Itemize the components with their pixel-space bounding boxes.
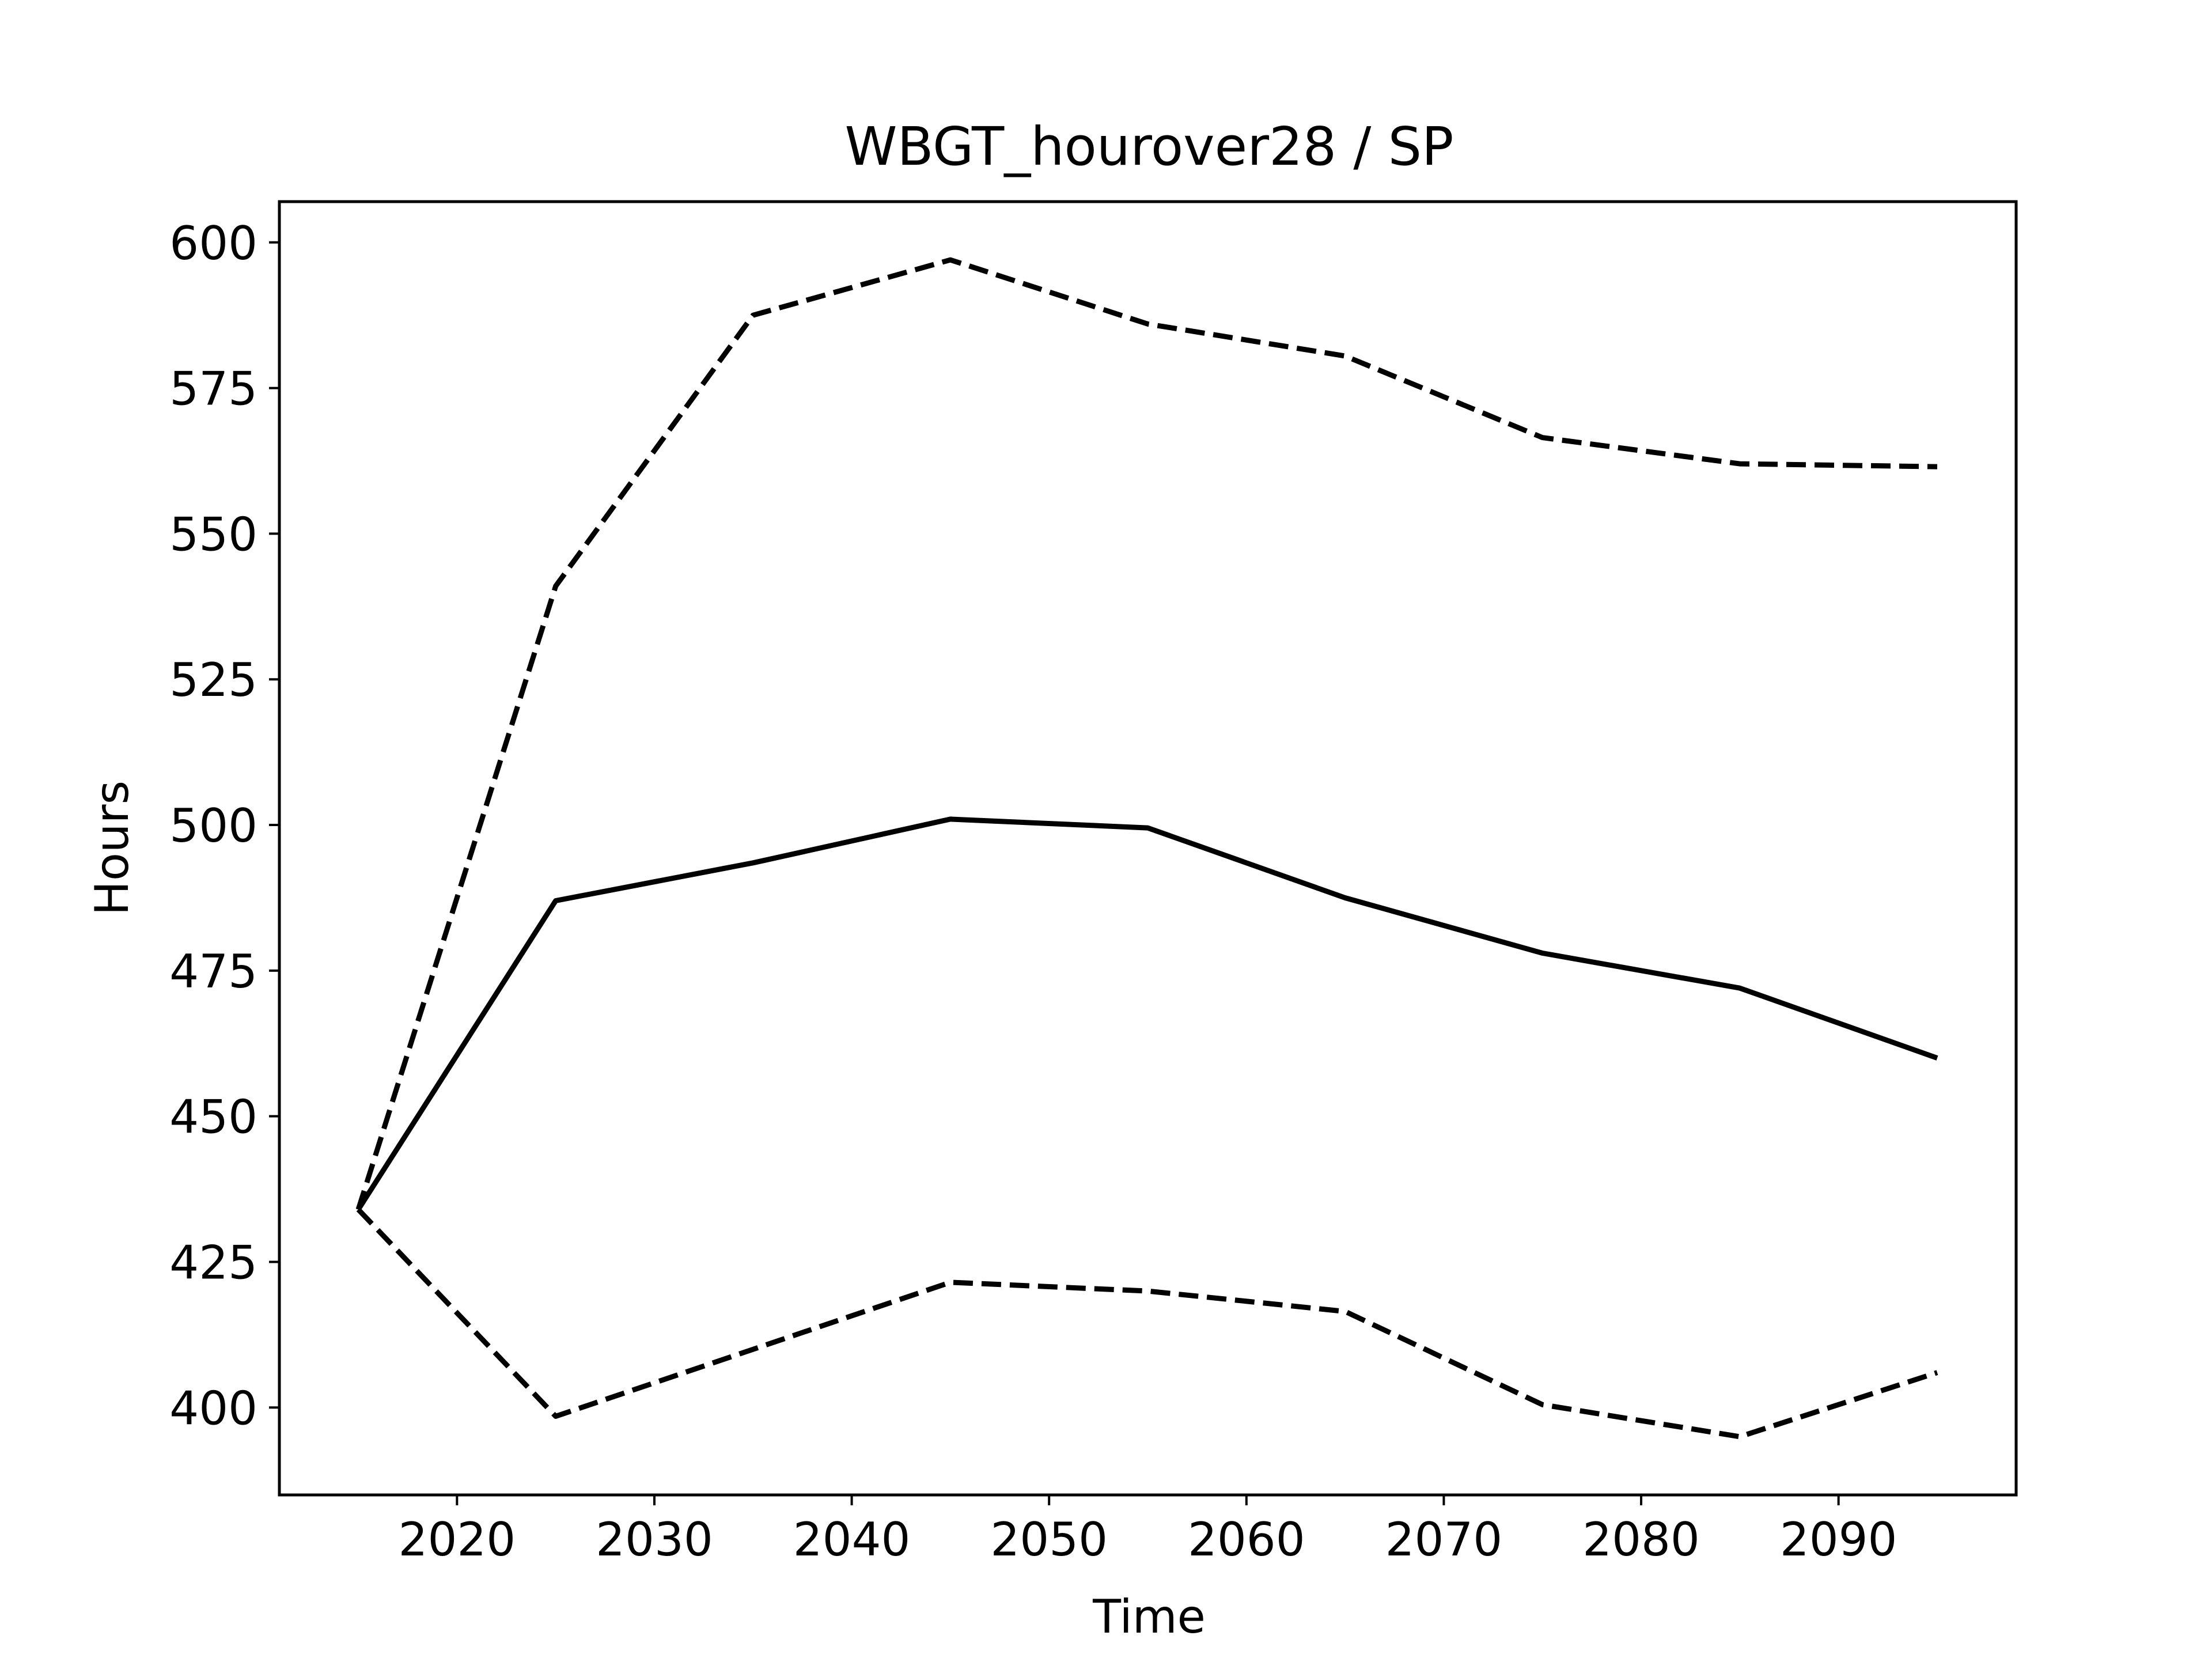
x-tick-label: 2040 <box>793 1513 911 1566</box>
y-tick-label: 425 <box>169 1236 257 1289</box>
y-tick-label: 525 <box>169 653 257 707</box>
y-tick-label: 450 <box>169 1091 257 1144</box>
x-tick-label: 2080 <box>1582 1513 1700 1566</box>
x-tick-label: 2060 <box>1188 1513 1305 1566</box>
chart-title: WBGT_hourover28 / SP <box>845 116 1454 177</box>
y-tick-label: 475 <box>169 945 257 998</box>
y-tick-label: 575 <box>169 362 257 416</box>
y-tick-label: 400 <box>169 1381 257 1435</box>
y-axis-label: Hours <box>85 781 139 915</box>
x-tick-label: 2070 <box>1385 1513 1503 1566</box>
series-line-1 <box>356 816 1938 1211</box>
x-tick-label: 2050 <box>990 1513 1108 1566</box>
plot-frame <box>278 200 2018 1497</box>
y-tick-label: 550 <box>169 508 257 561</box>
x-tick-label: 2090 <box>1780 1513 1897 1566</box>
series-line-2 <box>355 257 1938 1210</box>
y-tick-label: 600 <box>169 217 257 270</box>
x-tick-label: 2030 <box>596 1513 713 1566</box>
series-line-3 <box>356 1207 1938 1440</box>
x-tick-label: 2020 <box>399 1513 516 1566</box>
y-tick-label: 500 <box>169 799 257 853</box>
x-axis-label: Time <box>1092 1590 1206 1644</box>
